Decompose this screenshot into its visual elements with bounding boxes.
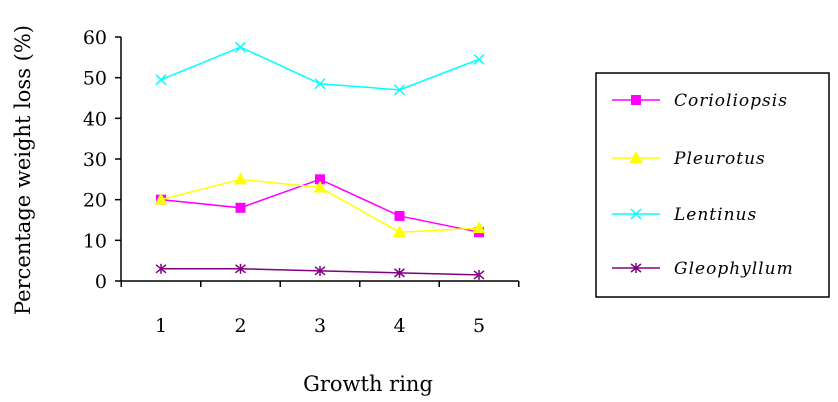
data-point — [314, 265, 326, 276]
plot-area — [154, 41, 486, 280]
x-tick-label: 2 — [234, 315, 246, 337]
data-point — [393, 84, 406, 96]
data-point — [155, 74, 167, 86]
legend: Corioliopsis Pleurotus Lentinus Gleophyllum — [595, 72, 830, 298]
data-point — [235, 202, 246, 213]
data-point — [234, 41, 247, 53]
data-point — [154, 192, 168, 205]
x-tick-label: 5 — [473, 315, 485, 337]
x-axis-title: Growth ring — [303, 372, 433, 396]
series-pleurotus — [154, 172, 486, 238]
y-tick-label: 60 — [83, 27, 107, 49]
x-tick-label: 4 — [393, 315, 405, 337]
x-tick-label: 3 — [314, 315, 326, 337]
data-point — [155, 263, 167, 274]
legend-label: Pleurotus — [673, 149, 766, 169]
x-axis: 1 2 3 4 5 — [120, 280, 520, 337]
legend-item-pleurotus: Pleurotus — [612, 149, 766, 169]
data-point — [473, 53, 485, 65]
data-point — [315, 174, 325, 185]
legend-box — [595, 72, 830, 298]
legend-item-lentinus: Lentinus — [612, 205, 757, 225]
data-point — [394, 267, 405, 278]
legend-label: Lentinus — [673, 205, 757, 225]
legend-item-corioliopsis: Corioliopsis — [612, 91, 788, 111]
data-point — [393, 225, 406, 238]
legend-swatch-marker — [631, 95, 641, 105]
data-point — [394, 210, 405, 221]
legend-item-gleophyllum: Gleophyllum — [612, 259, 794, 279]
data-point — [472, 221, 486, 234]
y-tick-label: 20 — [83, 190, 107, 212]
y-tick-label: 0 — [95, 271, 107, 293]
y-tick-label: 50 — [83, 68, 107, 90]
x-tick-label: 1 — [155, 315, 167, 337]
y-axis-title: Percentage weight loss (%) — [11, 25, 35, 315]
legend-swatch-marker — [630, 263, 642, 273]
data-point — [473, 269, 485, 280]
y-tick-label: 30 — [83, 149, 107, 171]
series-lentinus — [155, 41, 485, 96]
y-axis: 60 50 40 30 20 10 0 — [83, 27, 122, 293]
data-point — [234, 172, 247, 185]
data-point — [314, 78, 326, 90]
legend-label: Gleophyllum — [674, 259, 794, 279]
data-point — [235, 263, 246, 274]
legend-swatch-marker — [630, 208, 642, 220]
data-point — [313, 180, 327, 193]
y-tick-label: 40 — [83, 108, 107, 130]
series-gleophyllum — [155, 263, 485, 280]
y-tick-label: 10 — [83, 230, 107, 252]
legend-label: Corioliopsis — [674, 91, 788, 111]
legend-swatch-marker — [629, 151, 643, 163]
